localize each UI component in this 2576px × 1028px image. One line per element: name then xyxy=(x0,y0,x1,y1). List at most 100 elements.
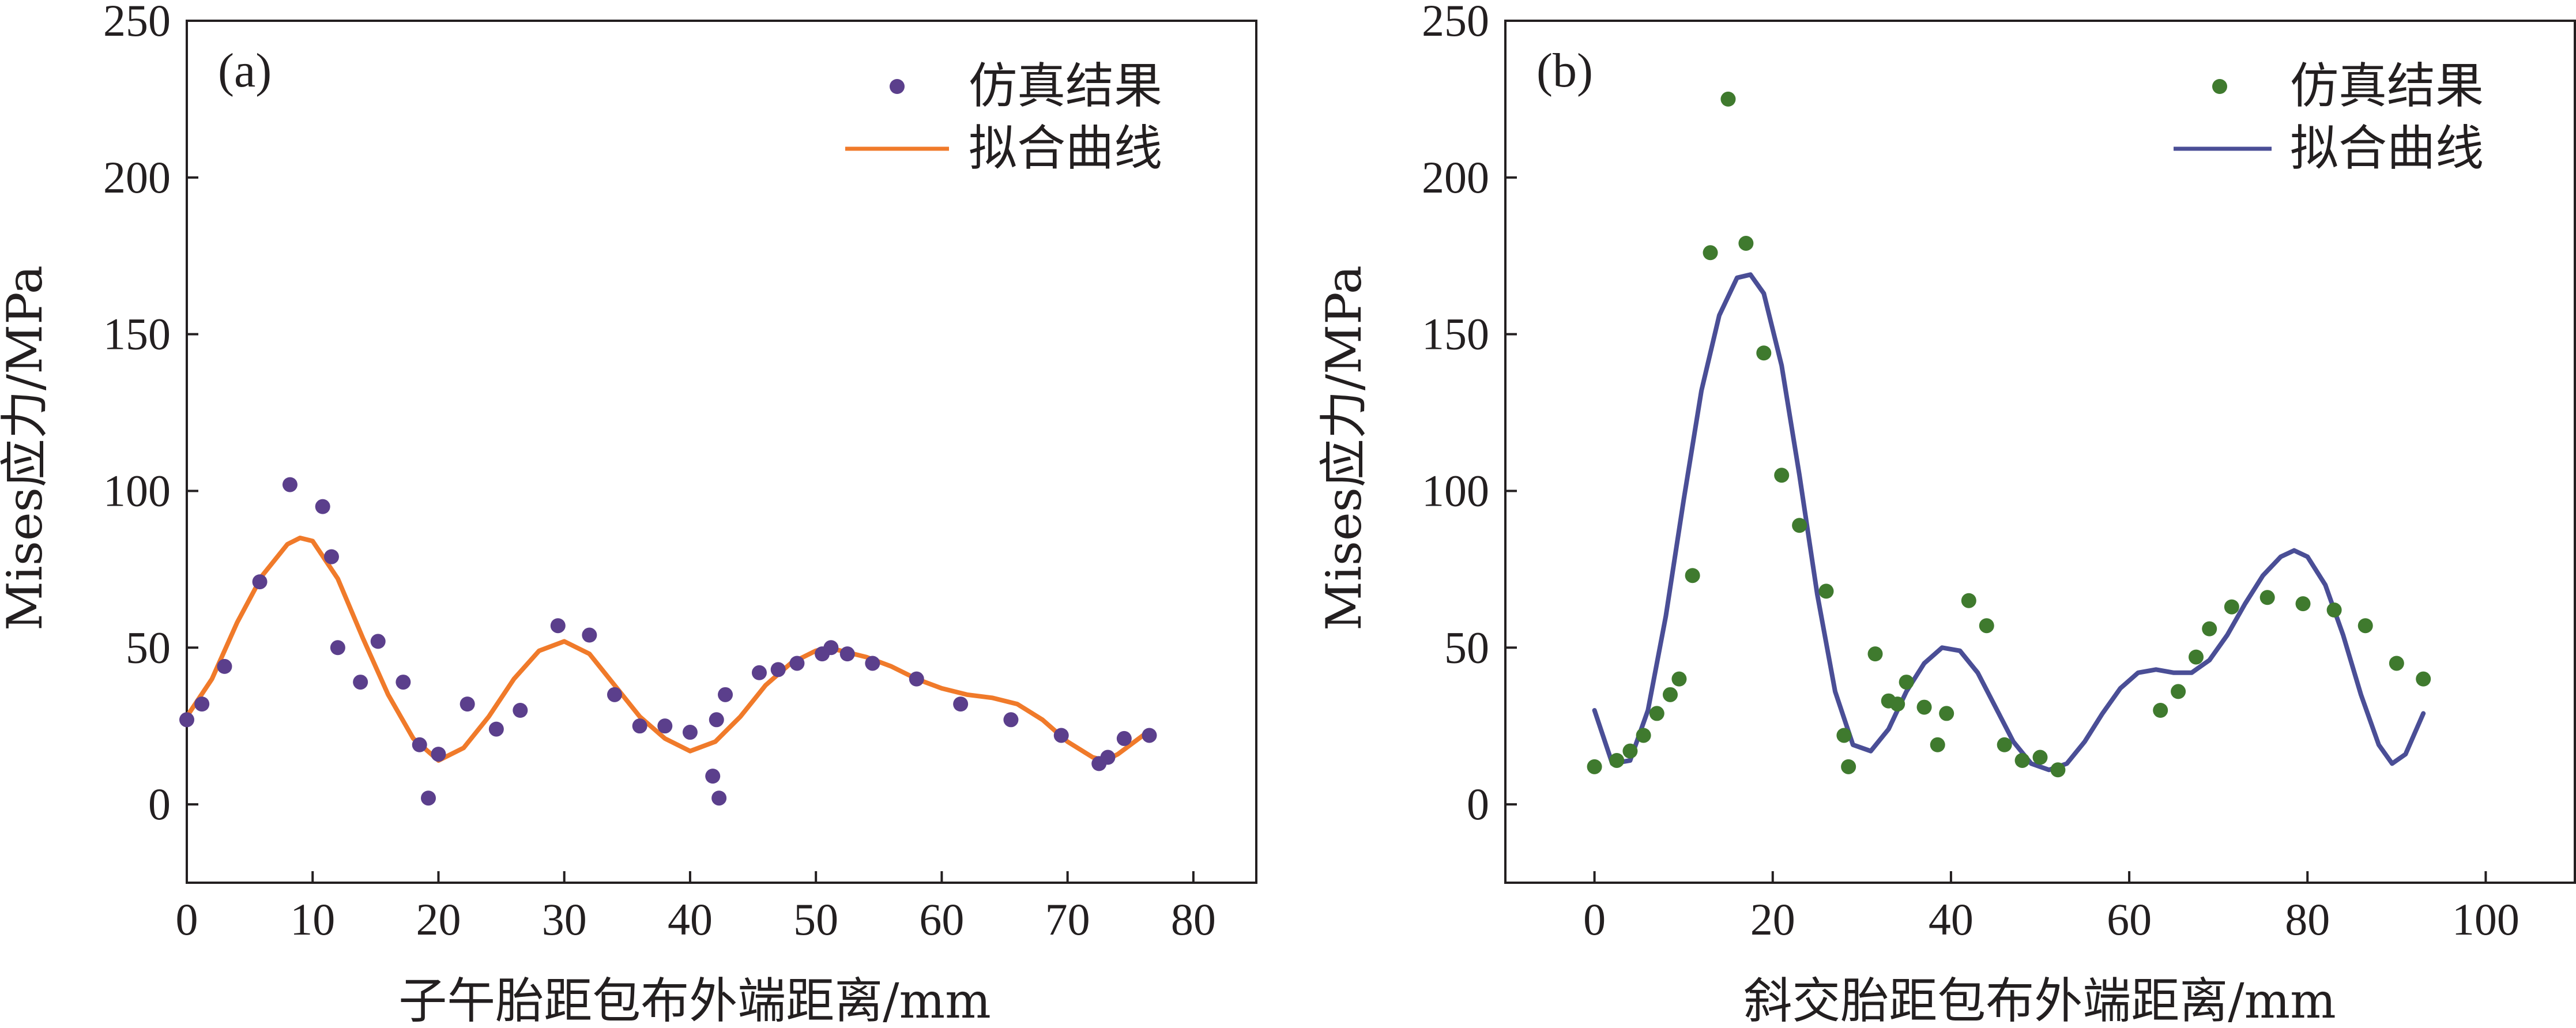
data-point xyxy=(1774,468,1790,483)
data-point xyxy=(770,662,786,677)
data-point xyxy=(2171,684,2186,699)
data-point xyxy=(789,656,805,671)
data-point xyxy=(705,769,721,784)
data-point xyxy=(1685,568,1700,583)
data-point xyxy=(632,718,647,734)
data-point xyxy=(1649,706,1664,721)
fit-curve xyxy=(1592,272,2426,773)
data-point xyxy=(513,703,528,718)
data-point xyxy=(1818,583,1834,599)
data-point xyxy=(2295,596,2311,612)
data-point xyxy=(1636,728,1651,743)
data-point xyxy=(315,499,330,514)
panel-label-b: (b) xyxy=(1536,44,1593,97)
x-ticks-a: 0 10 20 30 40 50 60 70 80 xyxy=(176,871,1216,944)
y-axis-label-a: Mises应力/MPa xyxy=(0,265,53,631)
data-point xyxy=(194,696,210,712)
data-point xyxy=(1100,750,1116,765)
legend-marker-scatter-a xyxy=(890,79,905,94)
data-point xyxy=(421,790,436,806)
data-point xyxy=(1890,696,1905,712)
data-point xyxy=(412,737,427,752)
y-tick-label: 250 xyxy=(1422,0,1489,46)
y-tick-label: 200 xyxy=(103,152,171,202)
legend-label-line-a: 拟合曲线 xyxy=(969,120,1162,176)
plot-frame-a xyxy=(186,20,1257,884)
x-tick-label: 0 xyxy=(176,894,198,944)
y-tick-label: 250 xyxy=(103,0,171,46)
chart-panel-a: 0 50 100 150 200 250 0 10 20 30 40 50 60 70 80 (a) 仿真… xyxy=(0,0,1257,1028)
data-point xyxy=(179,712,194,728)
y-tick-label: 100 xyxy=(103,465,171,515)
chart-panel-b: 0 50 100 150 200 250 0 20 40 60 80 100 (b) 仿真结果 拟合… xyxy=(1316,0,2576,1028)
data-point xyxy=(1979,618,1994,634)
x-tick-label: 80 xyxy=(1171,894,1216,944)
data-point xyxy=(607,687,622,702)
data-point xyxy=(1609,752,1625,768)
data-point xyxy=(2416,671,2431,687)
data-point xyxy=(1899,675,1914,690)
data-point xyxy=(1961,593,1976,608)
data-point xyxy=(1720,91,1736,107)
data-point xyxy=(353,675,368,690)
data-point xyxy=(909,671,924,687)
data-point xyxy=(1792,518,1807,533)
data-point xyxy=(550,618,566,634)
data-point xyxy=(657,718,673,734)
x-axis-label-a: 子午胎距包布外端距离/mm xyxy=(398,973,991,1028)
y-tick-label: 50 xyxy=(1444,622,1489,672)
scatter-group-a xyxy=(179,477,1157,806)
data-point xyxy=(2326,603,2342,618)
data-point xyxy=(282,477,297,492)
data-point xyxy=(1836,728,1852,743)
y-tick-label: 150 xyxy=(103,309,171,359)
data-point xyxy=(1662,687,1678,702)
x-tick-label: 60 xyxy=(919,894,964,944)
data-point xyxy=(330,640,345,656)
data-point xyxy=(1116,730,1132,746)
data-point xyxy=(2357,618,2373,634)
data-point xyxy=(1841,759,1856,774)
y-axis-label-b: Mises应力/MPa xyxy=(1316,265,1372,631)
data-point xyxy=(1003,712,1019,728)
data-point xyxy=(1053,728,1069,743)
panel-label-a: (a) xyxy=(218,44,272,97)
data-point xyxy=(323,549,339,564)
data-point xyxy=(709,712,724,728)
y-tick-label: 50 xyxy=(126,622,171,672)
fit-curve-group-a xyxy=(184,536,1146,763)
data-point xyxy=(370,634,386,649)
data-point xyxy=(396,675,411,690)
data-point xyxy=(1142,728,1157,743)
x-tick-label: 100 xyxy=(2452,894,2519,944)
data-point xyxy=(1867,646,1883,662)
x-tick-label: 20 xyxy=(1750,894,1795,944)
data-point xyxy=(2153,703,2168,718)
x-tick-label: 10 xyxy=(290,894,335,944)
data-point xyxy=(217,658,232,674)
data-point xyxy=(1622,743,1638,759)
data-point xyxy=(718,687,733,702)
data-point xyxy=(252,574,268,590)
data-point xyxy=(751,665,767,680)
data-point xyxy=(1587,759,1602,774)
data-point xyxy=(2014,752,2030,768)
data-point xyxy=(1756,345,1772,361)
legend-label-line-b: 拟合曲线 xyxy=(2290,120,2484,176)
y-tick-label: 0 xyxy=(1467,779,1489,829)
data-point xyxy=(823,640,839,656)
data-point xyxy=(2389,656,2404,671)
legend-marker-scatter-b xyxy=(2212,79,2227,94)
data-point xyxy=(2050,762,2066,778)
data-point xyxy=(1916,699,1932,715)
x-tick-label: 40 xyxy=(668,894,713,944)
data-point xyxy=(865,656,880,671)
legend-a: 仿真结果 拟合曲线 xyxy=(845,58,1162,176)
y-ticks-a: 0 50 100 150 200 250 xyxy=(103,0,198,829)
data-point xyxy=(1671,671,1687,687)
fit-curve xyxy=(184,536,1146,763)
y-ticks-b: 0 50 100 150 200 250 xyxy=(1422,0,1517,829)
data-point xyxy=(460,696,475,712)
x-ticks-b: 0 20 40 60 80 100 xyxy=(1583,871,2519,944)
